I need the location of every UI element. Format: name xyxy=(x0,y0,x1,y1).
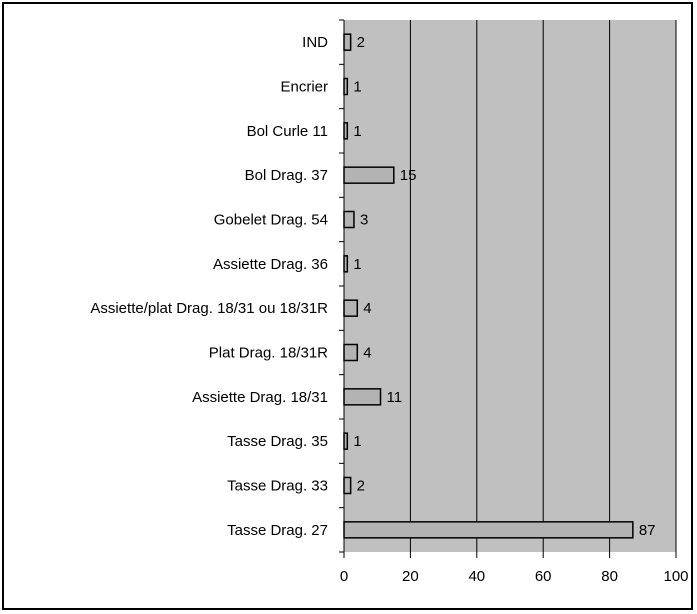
value-label: 2 xyxy=(357,478,365,495)
value-label: 1 xyxy=(353,433,361,450)
bar xyxy=(343,122,349,140)
bar xyxy=(343,299,359,317)
x-tick-label: 20 xyxy=(402,568,419,585)
bar xyxy=(343,166,395,184)
bar xyxy=(343,255,349,273)
value-label: 15 xyxy=(400,167,417,184)
category-label: Bol Curle 11 xyxy=(247,123,328,140)
value-label: 1 xyxy=(353,79,361,96)
value-label: 1 xyxy=(353,123,361,140)
category-label: Gobelet Drag. 54 xyxy=(214,212,328,229)
category-label: IND xyxy=(302,34,328,51)
bar xyxy=(343,388,382,406)
x-tick-label: 40 xyxy=(468,568,485,585)
value-label: 87 xyxy=(639,522,656,539)
category-label: Encrier xyxy=(280,79,328,96)
category-label: Plat Drag. 18/31R xyxy=(209,345,328,362)
x-tick-label: 0 xyxy=(340,568,348,585)
bar xyxy=(343,33,352,51)
bar xyxy=(343,476,352,495)
category-label: Bol Drag. 37 xyxy=(245,167,328,184)
value-label: 1 xyxy=(353,256,361,273)
x-tick-label: 60 xyxy=(535,568,552,585)
category-label: Assiette/plat Drag. 18/31 ou 18/31R xyxy=(90,300,328,317)
category-label: Tasse Drag. 27 xyxy=(227,522,328,539)
value-label: 4 xyxy=(363,345,371,362)
value-label: 11 xyxy=(387,389,403,406)
bar xyxy=(343,521,634,539)
bar xyxy=(343,432,349,450)
bar xyxy=(343,210,355,229)
value-label: 4 xyxy=(363,300,371,317)
value-label: 3 xyxy=(360,212,368,229)
category-label: Tasse Drag. 35 xyxy=(227,433,328,450)
category-label: Assiette Drag. 18/31 xyxy=(192,389,328,406)
value-label: 2 xyxy=(357,34,365,51)
plot-area xyxy=(344,20,676,552)
category-label: Assiette Drag. 36 xyxy=(213,256,328,273)
x-tick-label: 100 xyxy=(663,568,688,585)
x-tick-label: 80 xyxy=(601,568,618,585)
bar xyxy=(343,343,359,362)
category-label: Tasse Drag. 33 xyxy=(227,478,328,495)
bar xyxy=(343,77,349,96)
